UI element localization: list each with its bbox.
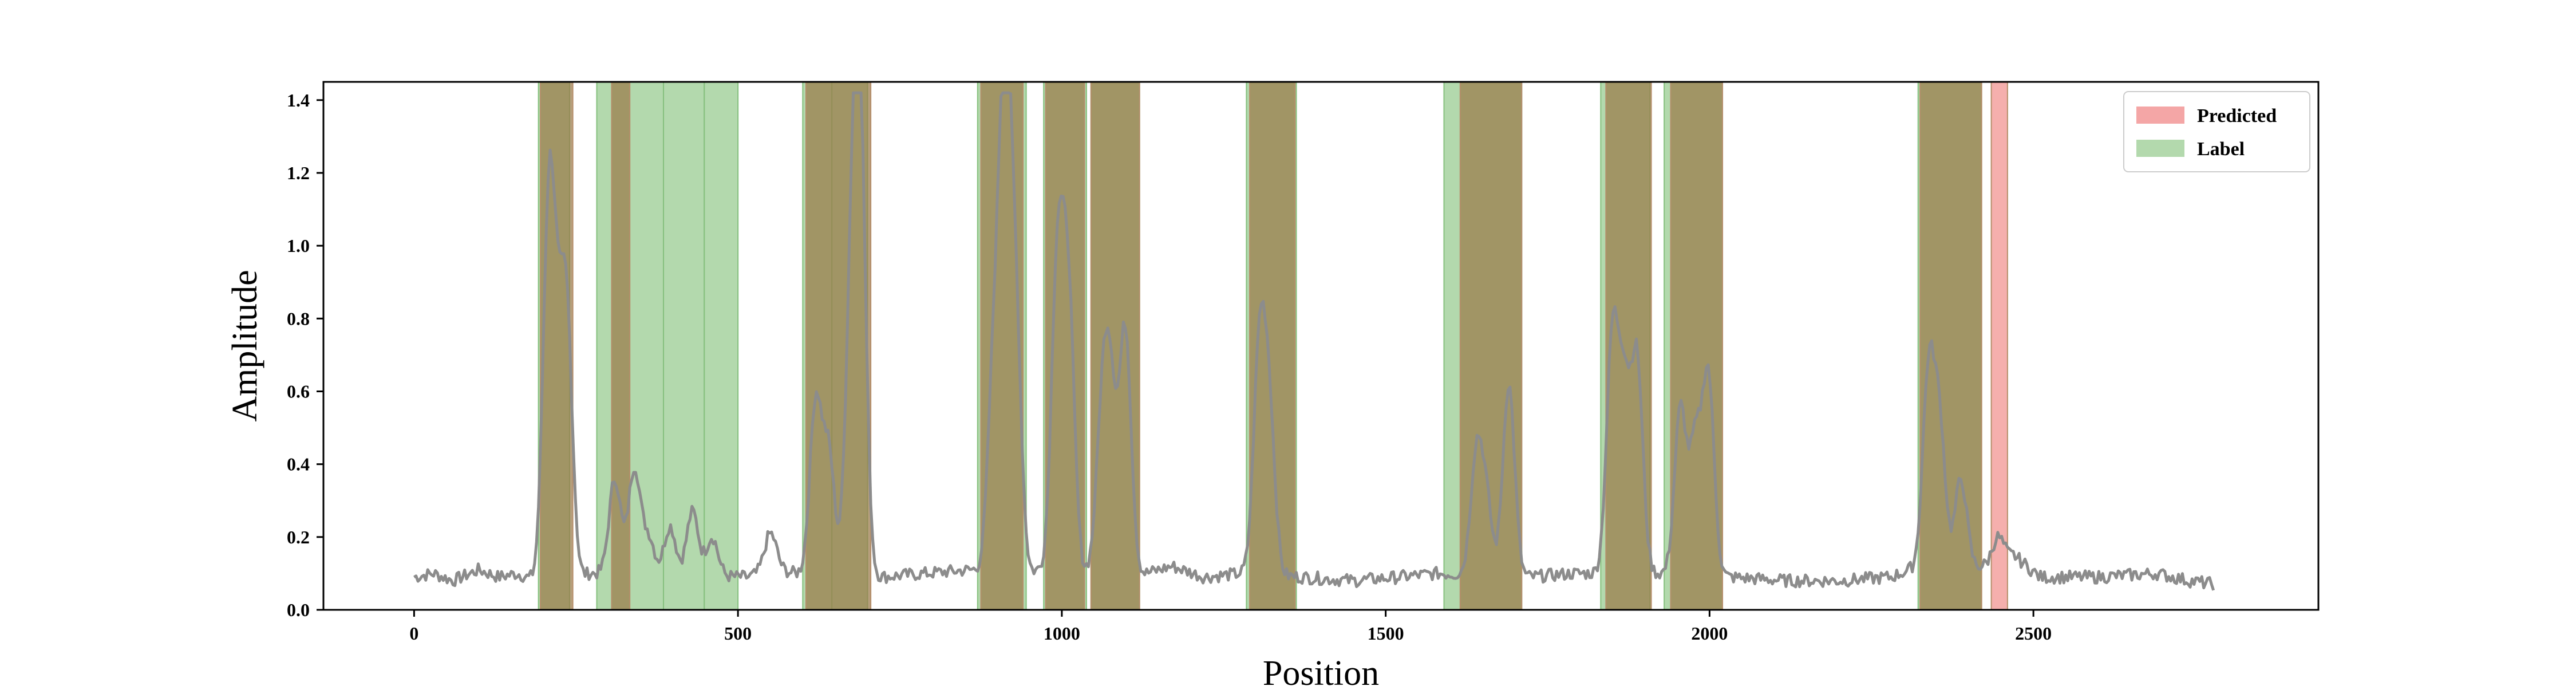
predicted-region-9 xyxy=(1670,81,1724,610)
legend-swatch-label xyxy=(2136,140,2184,157)
x-axis-ticks: 0 500 1000 1500 2000 2500 xyxy=(409,610,2052,644)
plot-frame xyxy=(322,81,2320,611)
predicted-region-1 xyxy=(611,81,631,610)
predicted-region-3 xyxy=(980,81,1024,610)
y-tick-label: 0.6 xyxy=(287,381,310,401)
legend-swatch-predicted xyxy=(2136,107,2184,124)
predicted-region-5 xyxy=(1090,81,1140,610)
x-tick-label: 500 xyxy=(724,623,752,644)
y-tick-label: 0.0 xyxy=(287,600,310,620)
y-tick-label: 0.2 xyxy=(287,527,310,547)
y-tick-label: 1.4 xyxy=(287,90,310,111)
predicted-region-11 xyxy=(1990,81,2008,610)
legend-label-label: Label xyxy=(2197,139,2245,160)
y-axis-title: Amplitude xyxy=(226,270,264,421)
y-tick-label: 1.2 xyxy=(287,163,310,183)
predicted-region-2 xyxy=(805,81,872,610)
x-axis-title: Position xyxy=(1263,654,1379,687)
x-tick-label: 1500 xyxy=(1368,623,1404,644)
signal-series xyxy=(413,91,2215,591)
highlight-regions xyxy=(538,81,2008,610)
legend-box xyxy=(2123,91,2310,172)
predicted-region-8 xyxy=(1605,81,1652,610)
y-tick-label: 0.4 xyxy=(287,454,310,475)
x-tick-label: 0 xyxy=(409,623,418,644)
y-tick-label: 0.8 xyxy=(287,308,310,329)
y-tick-label: 1.0 xyxy=(287,235,310,256)
predicted-region-0 xyxy=(540,81,574,610)
y-axis-ticks: 0.0 0.2 0.4 0.6 0.8 1.0 1.2 1.4 xyxy=(287,90,323,620)
x-tick-label: 2000 xyxy=(1691,623,1728,644)
signal-line xyxy=(413,91,2215,591)
x-tick-label: 2500 xyxy=(2015,623,2052,644)
legend-label-predicted: Predicted xyxy=(2197,105,2277,127)
x-tick-label: 1000 xyxy=(1044,623,1080,644)
legend: Predicted Label xyxy=(2123,91,2310,172)
label-region-3 xyxy=(704,81,739,610)
